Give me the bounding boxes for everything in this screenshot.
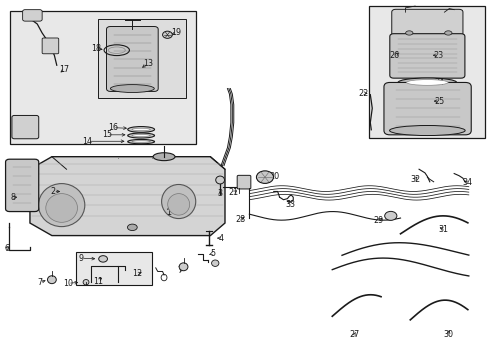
- Text: 26: 26: [389, 51, 399, 60]
- Text: 6: 6: [4, 244, 9, 253]
- Ellipse shape: [132, 135, 150, 136]
- Ellipse shape: [127, 224, 137, 230]
- FancyBboxPatch shape: [389, 34, 464, 78]
- Text: 11: 11: [93, 276, 103, 285]
- Ellipse shape: [211, 260, 219, 266]
- Ellipse shape: [444, 31, 451, 35]
- Text: 15: 15: [102, 130, 112, 139]
- Ellipse shape: [47, 276, 56, 284]
- Ellipse shape: [127, 139, 154, 144]
- Text: 13: 13: [142, 59, 153, 68]
- Ellipse shape: [127, 127, 154, 132]
- Ellipse shape: [405, 31, 412, 35]
- Text: 16: 16: [108, 123, 118, 132]
- Ellipse shape: [179, 263, 187, 271]
- Ellipse shape: [39, 184, 84, 226]
- Text: 24: 24: [434, 78, 444, 87]
- Text: 10: 10: [63, 279, 73, 288]
- Text: 9: 9: [79, 254, 83, 263]
- Text: 2: 2: [51, 187, 56, 196]
- Ellipse shape: [406, 80, 447, 85]
- Bar: [98, 19, 185, 98]
- Text: 14: 14: [82, 137, 92, 146]
- Polygon shape: [30, 157, 224, 235]
- Text: 4: 4: [218, 234, 223, 243]
- Text: 32: 32: [409, 175, 419, 184]
- Text: 3: 3: [217, 189, 222, 198]
- FancyBboxPatch shape: [5, 159, 39, 212]
- Text: 30: 30: [443, 330, 452, 339]
- Text: 21: 21: [228, 188, 238, 197]
- Ellipse shape: [99, 256, 107, 262]
- FancyBboxPatch shape: [42, 38, 59, 54]
- Text: 8: 8: [10, 193, 15, 202]
- Ellipse shape: [110, 85, 154, 93]
- Text: 23: 23: [433, 51, 443, 60]
- Text: 27: 27: [348, 330, 359, 339]
- Ellipse shape: [161, 184, 195, 219]
- FancyBboxPatch shape: [383, 82, 470, 135]
- Text: 17: 17: [59, 65, 69, 74]
- FancyBboxPatch shape: [237, 175, 250, 189]
- Ellipse shape: [127, 133, 154, 138]
- FancyBboxPatch shape: [106, 27, 158, 91]
- Text: 29: 29: [373, 216, 383, 225]
- Text: 25: 25: [433, 96, 444, 105]
- Text: 20: 20: [269, 172, 279, 181]
- Text: 18: 18: [91, 44, 101, 53]
- Ellipse shape: [397, 78, 456, 87]
- Text: 12: 12: [132, 269, 142, 278]
- Ellipse shape: [132, 128, 150, 131]
- Ellipse shape: [46, 194, 77, 222]
- Bar: [76, 252, 152, 285]
- Ellipse shape: [167, 194, 189, 215]
- Bar: [10, 12, 195, 144]
- Ellipse shape: [256, 171, 273, 183]
- Text: 33: 33: [285, 200, 295, 209]
- FancyBboxPatch shape: [22, 10, 42, 21]
- Text: 22: 22: [358, 89, 368, 98]
- Text: 5: 5: [210, 249, 215, 258]
- Ellipse shape: [384, 211, 396, 220]
- Ellipse shape: [215, 176, 224, 184]
- Ellipse shape: [132, 141, 150, 143]
- Ellipse shape: [162, 31, 172, 39]
- Bar: [368, 6, 484, 138]
- Text: 7: 7: [177, 266, 183, 275]
- Text: 31: 31: [438, 225, 447, 234]
- Text: 34: 34: [462, 178, 472, 187]
- Text: 1: 1: [166, 208, 171, 217]
- Ellipse shape: [153, 153, 175, 161]
- FancyBboxPatch shape: [12, 116, 39, 139]
- FancyBboxPatch shape: [391, 9, 462, 36]
- Text: 28: 28: [235, 215, 245, 224]
- Text: 19: 19: [171, 28, 181, 37]
- Text: 7: 7: [37, 278, 42, 287]
- Ellipse shape: [389, 126, 464, 135]
- Ellipse shape: [83, 279, 89, 285]
